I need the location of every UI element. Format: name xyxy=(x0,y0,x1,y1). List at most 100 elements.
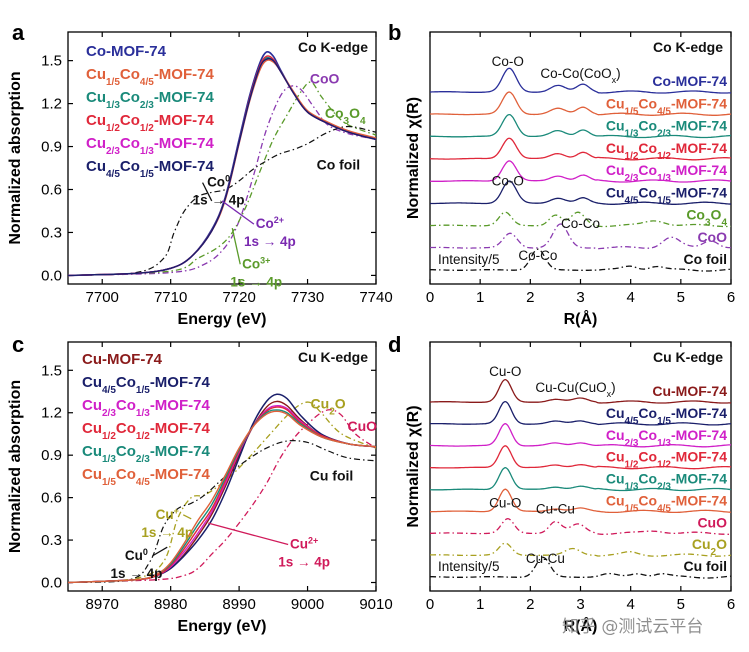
c-legend-entry-part: 1/5 xyxy=(102,477,116,488)
a-legend-entry-part: Co-MOF-74 xyxy=(86,43,167,60)
d-peak-label: Cu-Cu(CuOx) xyxy=(535,380,615,399)
c-y-tick-label: 0.3 xyxy=(41,532,62,549)
a-legend-entry-part: 4/5 xyxy=(106,169,120,180)
a-annotation-text: Co2+ xyxy=(256,215,284,231)
c-y-tick-label: 1.5 xyxy=(41,362,62,379)
a-reference-label-part: O xyxy=(349,105,360,121)
c-legend-entry-part: 1/2 xyxy=(102,431,116,442)
b-peak-label: Co-O xyxy=(492,54,524,69)
d-series-label-part: 4/5 xyxy=(625,415,639,426)
d-series-label-part: 4/5 xyxy=(657,503,671,514)
a-x-tick-label: 7720 xyxy=(222,289,255,306)
c-y-tick-label: 0.0 xyxy=(41,575,62,592)
a-legend-entry-part: 2/3 xyxy=(140,100,154,111)
c-y-tick-label: 0.6 xyxy=(41,490,62,507)
b-x-tick-label: 5 xyxy=(677,289,685,306)
d-series-label: Cu2O xyxy=(692,536,727,558)
a-y-tick-label: 0.6 xyxy=(41,182,62,199)
c-legend-entry-part: Cu xyxy=(82,420,102,437)
b-series-label-part: 2/3 xyxy=(657,128,671,139)
b-peak-label-part: Co-O xyxy=(492,54,524,69)
d-series-label-part: 1/2 xyxy=(657,459,671,470)
panel-d: d0 1 2 3 4 5 6R(Å)Normalized χ(R)Cu K-edgeCu-M… xyxy=(388,332,735,635)
d-x-tick-label: 1 xyxy=(476,596,484,613)
c-legend-entry-part: Co xyxy=(116,397,136,414)
d-series-label-part: -MOF-74 xyxy=(671,471,727,487)
d-peak-label: Cu-Cu xyxy=(536,501,575,516)
b-series-line xyxy=(430,160,731,183)
b-series-label-part: Cu xyxy=(606,140,625,156)
a-annotation-text-part: Co xyxy=(242,256,260,271)
a-reference-label-part: 3 xyxy=(344,115,350,126)
a-legend-entry: Co-MOF-74 xyxy=(86,43,167,60)
b-series-label: Cu1/3Co2/3-MOF-74 xyxy=(606,118,727,140)
c-legend-entry: Cu1/2Co1/2-MOF-74 xyxy=(82,420,210,442)
a-series-line xyxy=(68,125,376,276)
b-series-label-part: Co xyxy=(638,184,657,200)
c-legend-entry-part: Cu xyxy=(82,466,102,483)
d-peak-label-part: Cu-O xyxy=(489,364,521,379)
d-series-label-part: Cu xyxy=(606,427,625,443)
b-series-label-part: Cu xyxy=(606,118,625,134)
c-legend-entry-part: 1/3 xyxy=(102,454,116,465)
b-series-label-part: 4 xyxy=(721,217,727,228)
b-series-label-part: 4/5 xyxy=(625,195,639,206)
c-x-tick-label: 8990 xyxy=(222,596,255,613)
d-peak-label-part: Cu-Cu xyxy=(536,501,575,516)
a-legend-entry-part: 1/2 xyxy=(106,123,120,134)
c-reference-label: Cu2O xyxy=(311,395,346,417)
d-series-label-part: Co xyxy=(638,405,657,421)
d-series-label-part: Cu foil xyxy=(683,558,727,574)
b-series-label: Cu1/2Co1/2-MOF-74 xyxy=(606,140,727,162)
d-intensity-note: Intensity/5 xyxy=(438,559,500,574)
b-series-label-part: Co xyxy=(638,118,657,134)
a-annotation-arrow xyxy=(221,200,255,225)
b-series-label-part: Co xyxy=(686,207,705,223)
a-legend-entry: Cu1/2Co1/2-MOF-74 xyxy=(86,112,214,134)
c-legend-entry-part: 4/5 xyxy=(136,477,150,488)
c-y-axis-title: Normalized absorption xyxy=(7,380,24,553)
a-legend-entry-part: 4/5 xyxy=(140,77,154,88)
c-annotation-arrow xyxy=(208,522,289,546)
a-legend-entry-part: -MOF-74 xyxy=(154,112,215,129)
d-series-label-part: Cu xyxy=(606,405,625,421)
a-legend-entry-part: -MOF-74 xyxy=(154,66,215,83)
a-series-line xyxy=(68,57,376,277)
c-legend-entry-part: Co xyxy=(116,420,136,437)
b-series-label-part: 3 xyxy=(705,217,711,228)
a-y-tick-label: 0.9 xyxy=(41,139,62,156)
c-x-tick-label: 9000 xyxy=(291,596,324,613)
a-annotation-text-part: 0 xyxy=(225,174,230,184)
c-y-tick-label: 0.9 xyxy=(41,447,62,464)
a-annotation-text: 1s → 4p xyxy=(244,234,296,249)
b-x-tick-label: 4 xyxy=(626,289,634,306)
b-series-label-part: CoO xyxy=(697,229,727,245)
b-series-label-part: Co foil xyxy=(683,251,727,267)
d-series-label-part: Co xyxy=(638,492,657,508)
b-peak-label-part: Co-Co xyxy=(518,248,557,263)
d-peak-label: Cu-Cu xyxy=(526,551,565,566)
b-peak-label-part: Co-Co xyxy=(561,216,600,231)
a-y-tick-label: 0.0 xyxy=(41,267,62,284)
a-annotation-text-part: 1s → 4p xyxy=(244,234,296,249)
c-y-tick-label: 1.2 xyxy=(41,405,62,422)
b-series-label-part: Co xyxy=(638,140,657,156)
d-series-label-part: 1/5 xyxy=(625,503,639,514)
a-reference-label: Co3O4 xyxy=(325,105,366,127)
c-legend-entry: Cu4/5Co1/5-MOF-74 xyxy=(82,374,210,396)
a-legend-entry-part: Cu xyxy=(86,89,106,106)
c-x-axis-title: Energy (eV) xyxy=(178,618,267,635)
c-legend-entry-part: 2/3 xyxy=(136,454,150,465)
panel-a: a 7700 7710 7720 7730 7740 Energy (eV) Normaliz… xyxy=(7,20,393,328)
c-legend-entry: Cu1/5Co4/5-MOF-74 xyxy=(82,466,210,488)
a-x-tick-label: 7710 xyxy=(154,289,187,306)
a-legend-entry: Cu1/3Co2/3-MOF-74 xyxy=(86,89,214,111)
b-series-label-part: -MOF-74 xyxy=(671,184,727,200)
b-series-label: Co3O4 xyxy=(686,207,727,229)
a-legend-entry-part: Co xyxy=(120,135,140,152)
d-series-label-part: -MOF-74 xyxy=(671,427,727,443)
c-legend-entry: Cu1/3Co2/3-MOF-74 xyxy=(82,443,210,465)
c-annotation-text-part: 1s → 4p xyxy=(111,566,163,581)
c-series-line xyxy=(68,409,376,584)
d-series-label-part: Co xyxy=(638,449,657,465)
